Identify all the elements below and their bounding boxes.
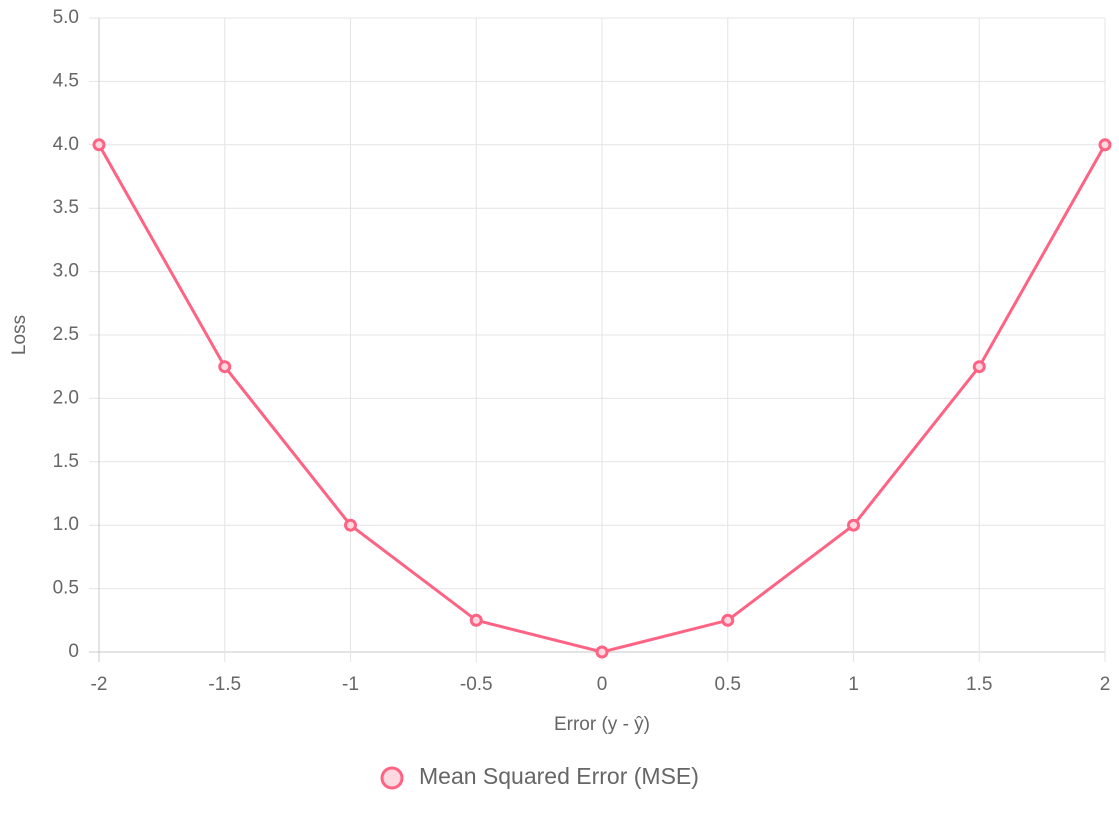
- x-tick-label: 0: [597, 674, 608, 695]
- y-tick-label: 3.0: [53, 261, 79, 282]
- y-tick-label: 2.0: [53, 387, 79, 408]
- point: [344, 518, 357, 532]
- x-axis-label: Error (y - ŷ): [554, 714, 650, 735]
- y-axis-label: Loss: [9, 315, 30, 355]
- y-tick-label: 1.0: [53, 514, 79, 535]
- point: [972, 360, 986, 374]
- point: [847, 518, 860, 532]
- y-tick-label: 0.5: [53, 578, 79, 599]
- point: [1098, 138, 1112, 152]
- x-tick-label: 1.5: [966, 674, 992, 695]
- x-tick-label: 2: [1100, 674, 1111, 695]
- point: [469, 613, 483, 627]
- point: [721, 613, 735, 627]
- y-tick-label: 0: [68, 641, 79, 662]
- point: [92, 138, 106, 152]
- x-tick-label: -1.5: [208, 674, 241, 695]
- x-tick-label: -2: [91, 674, 108, 695]
- x-tick-label: -0.5: [460, 674, 493, 695]
- y-tick-label: 4.5: [53, 70, 79, 91]
- y-tick-label: 2.5: [53, 324, 79, 345]
- x-tick-label: 0.5: [715, 674, 741, 695]
- legend-marker: [380, 766, 404, 790]
- legend-label: Mean Squared Error (MSE): [419, 763, 699, 789]
- y-tick-label: 1.5: [53, 451, 79, 472]
- y-tick-label: 4.0: [53, 134, 79, 155]
- point: [595, 645, 609, 659]
- x-tick-label: 1: [848, 674, 859, 695]
- x-tick-label: -1: [342, 674, 359, 695]
- point: [218, 360, 232, 374]
- y-tick-label: 3.5: [53, 197, 79, 218]
- y-tick-label: 5.0: [53, 7, 79, 28]
